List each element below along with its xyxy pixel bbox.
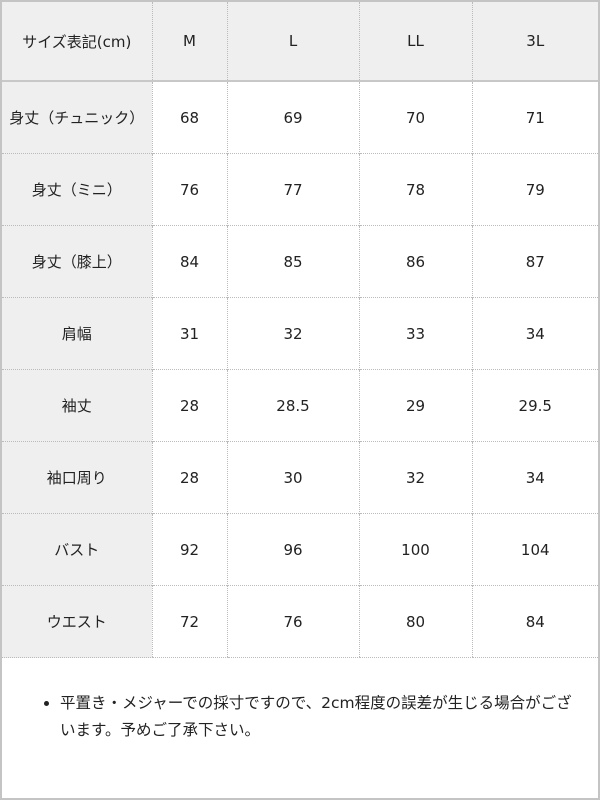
table-row: 身丈（チュニック） 68 69 70 71 <box>2 80 598 154</box>
size-value: 78 <box>358 153 472 226</box>
header-cell: サイズ表記(cm) <box>2 2 152 82</box>
size-table: サイズ表記(cm) M L LL 3L 身丈（チュニック） 68 69 70 71 身丈（… <box>2 2 598 658</box>
size-value: 70 <box>358 80 472 154</box>
size-value: 69 <box>226 80 359 154</box>
size-value: 71 <box>471 80 598 154</box>
size-value: 32 <box>358 441 472 514</box>
row-label: ウエスト <box>2 585 152 658</box>
size-value: 84 <box>471 585 598 658</box>
note-item: 平置き・メジャーでの採寸ですので、2cm程度の誤差が生じる場合がございます。予め… <box>60 690 582 744</box>
size-value: 80 <box>358 585 472 658</box>
table-row: 袖口周り 28 30 32 34 <box>2 441 598 514</box>
size-value: 72 <box>151 585 227 658</box>
size-value: 84 <box>151 225 227 298</box>
size-value: 29.5 <box>471 369 598 442</box>
table-row: バスト 92 96 100 104 <box>2 513 598 586</box>
size-value: 96 <box>226 513 359 586</box>
row-label: 袖口周り <box>2 441 152 514</box>
size-value: 87 <box>471 225 598 298</box>
size-value: 76 <box>151 153 227 226</box>
row-label: 身丈（膝上） <box>2 225 152 298</box>
size-value: 85 <box>226 225 359 298</box>
row-label: 身丈（ミニ） <box>2 153 152 226</box>
size-value: 31 <box>151 297 227 370</box>
header-row: サイズ表記(cm) M L LL 3L <box>2 2 598 82</box>
table-row: 身丈（ミニ） 76 77 78 79 <box>2 153 598 226</box>
size-value: 86 <box>358 225 472 298</box>
size-value: 92 <box>151 513 227 586</box>
size-value: 28 <box>151 441 227 514</box>
header-cell: 3L <box>471 2 598 82</box>
table-row: 身丈（膝上） 84 85 86 87 <box>2 225 598 298</box>
size-value: 34 <box>471 441 598 514</box>
size-value: 28.5 <box>226 369 359 442</box>
size-value: 32 <box>226 297 359 370</box>
row-label: 袖丈 <box>2 369 152 442</box>
size-value: 68 <box>151 80 227 154</box>
row-label: 肩幅 <box>2 297 152 370</box>
table-row: 肩幅 31 32 33 34 <box>2 297 598 370</box>
size-value: 104 <box>471 513 598 586</box>
table-row: 袖丈 28 28.5 29 29.5 <box>2 369 598 442</box>
header-cell: LL <box>358 2 472 82</box>
size-value: 79 <box>471 153 598 226</box>
size-value: 29 <box>358 369 472 442</box>
table-row: ウエスト 72 76 80 84 <box>2 585 598 658</box>
size-value: 34 <box>471 297 598 370</box>
row-label: 身丈（チュニック） <box>2 80 152 154</box>
measurement-note: 平置き・メジャーでの採寸ですので、2cm程度の誤差が生じる場合がございます。予め… <box>42 690 582 744</box>
size-value: 100 <box>358 513 472 586</box>
header-cell: L <box>226 2 359 82</box>
size-value: 30 <box>226 441 359 514</box>
size-value: 28 <box>151 369 227 442</box>
header-cell: M <box>151 2 227 82</box>
size-value: 33 <box>358 297 472 370</box>
size-value: 76 <box>226 585 359 658</box>
row-label: バスト <box>2 513 152 586</box>
size-value: 77 <box>226 153 359 226</box>
